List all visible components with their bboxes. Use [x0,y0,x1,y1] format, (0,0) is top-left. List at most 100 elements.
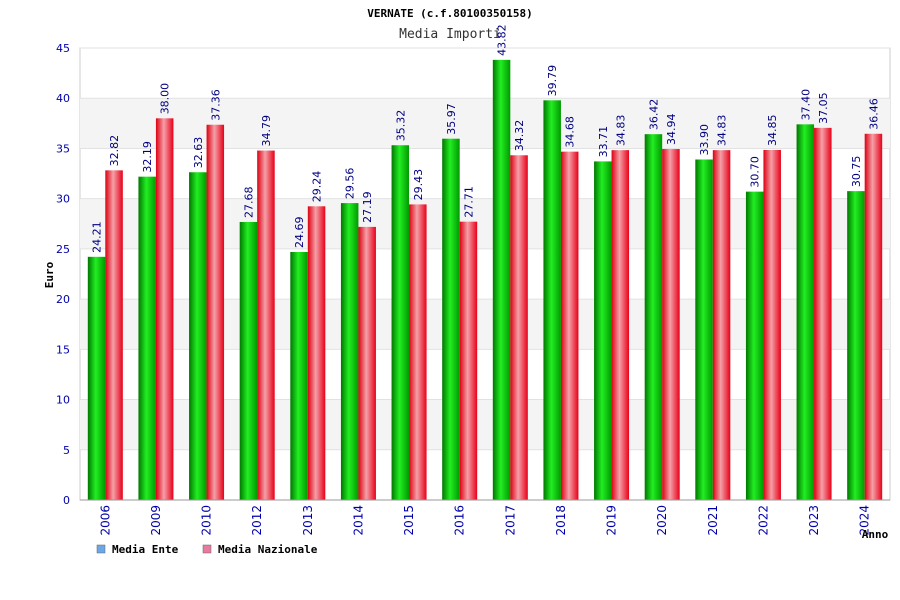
y-axis-label: Euro [43,261,56,288]
bar-value-label: 34.32 [513,120,526,152]
bar-media-ente [442,138,460,500]
bar-media-ente [644,134,663,500]
x-tick-label: 2014 [351,505,365,536]
bar-value-label: 43.82 [496,24,509,56]
bar-value-label: 32.19 [141,141,154,173]
bar-media-ente [138,176,156,501]
bar-value-label: 37.05 [817,92,830,124]
x-tick-label: 2012 [250,505,264,536]
bar-value-label: 29.24 [311,171,324,203]
bar-value-label: 36.46 [867,98,880,130]
bar-value-label: 34.68 [564,116,577,148]
x-tick-label: 2017 [503,505,517,536]
bar-value-label: 32.82 [108,135,121,167]
bar-value-label: 34.94 [665,114,678,146]
x-tick-label: 2010 [200,505,214,536]
bar-value-label: 36.42 [647,99,660,131]
bar-media-nazionale [206,124,225,500]
bar-value-label: 34.83 [716,115,729,147]
bar-media-nazionale [560,151,579,500]
x-tick-label: 2016 [453,505,467,536]
y-tick-label: 5 [63,444,70,457]
bar-media-nazionale [814,127,832,500]
x-tick-label: 2022 [756,505,770,536]
bar-value-label: 27.71 [462,186,475,218]
legend-swatch [96,544,106,554]
y-tick-label: 15 [56,343,70,356]
chart-subtitle: Media Importi [399,27,501,42]
bar-media-ente [745,191,764,500]
bar-value-label: 34.85 [766,114,779,146]
bar-value-label: 29.56 [344,168,357,200]
bar-media-nazionale [763,149,781,500]
x-tick-label: 2021 [706,505,720,536]
x-tick-label: 2015 [402,505,416,536]
y-tick-label: 40 [56,92,70,105]
x-axis: 2006 2009 2010 2012 2013 2014 2015 2016 2017 2018… [80,499,890,536]
bar-media-nazionale [257,150,275,500]
bars-group [87,59,883,501]
bar-media-ente [594,161,612,500]
bar-value-label: 37.36 [209,89,222,121]
x-tick-label: 2024 [858,505,872,536]
x-tick-label: 2023 [807,505,821,536]
bar-media-ente [189,172,207,501]
bar-media-ente [543,100,561,501]
bar-value-label: 39.79 [546,65,559,97]
bar-media-ente [290,252,308,500]
bar-value-labels: 24.21 32.82 32.19 38.00 32.63 37.36 27.68 34.79… [91,24,881,252]
bar-value-label: 27.19 [361,191,374,223]
x-tick-label: 2018 [554,505,568,536]
chart-title: VERNATE (c.f.80100350158) [367,7,533,20]
bar-media-nazionale [662,149,680,500]
bar-media-ente [391,145,410,500]
bar-value-label: 35.97 [445,103,458,135]
legend-label: Media Ente [112,543,179,556]
bar-value-label: 33.90 [698,124,711,156]
bar-value-label: 37.40 [799,89,812,121]
bar-media-nazionale [712,150,731,501]
bar-media-ente [695,159,713,500]
bar-media-nazionale [510,155,528,501]
y-axis: 0 5 10 15 20 25 30 35 40 45 [56,42,70,507]
x-tick-label: 2006 [98,505,112,536]
bar-media-nazionale [409,204,427,500]
bar-media-nazionale [105,170,123,500]
bar-media-ente [796,124,815,501]
bar-value-label: 34.79 [260,115,273,147]
bar-value-label: 33.71 [597,126,610,158]
legend: Media Ente Media Nazionale [96,543,318,556]
bar-media-nazionale [307,206,326,500]
y-tick-label: 45 [56,42,70,55]
bar-value-label: 24.21 [91,221,104,253]
bar-media-nazionale [611,150,630,501]
legend-swatch [202,544,212,554]
bar-value-label: 30.75 [850,156,863,188]
bar-value-label: 27.68 [242,186,255,218]
y-tick-label: 30 [56,193,70,206]
bar-media-ente [239,221,258,500]
x-tick-label: 2009 [149,505,163,536]
bar-value-label: 29.43 [412,169,425,201]
bar-media-ente [340,203,359,500]
bar-media-nazionale [459,221,478,500]
y-tick-label: 0 [63,494,70,507]
bar-media-nazionale [358,226,376,501]
bar-media-ente [87,256,106,500]
bar-value-label: 24.69 [293,217,306,249]
legend-label: Media Nazionale [218,543,318,556]
bar-media-nazionale [864,133,883,501]
bar-value-label: 30.70 [749,156,762,188]
x-tick-label: 2013 [301,505,315,536]
x-tick-label: 2019 [605,505,619,536]
y-tick-label: 25 [56,243,70,256]
y-tick-label: 35 [56,142,70,155]
bar-media-ente [847,191,865,500]
bar-value-label: 38.00 [159,83,172,115]
x-tick-label: 2020 [655,505,669,536]
y-tick-label: 20 [56,293,70,306]
bar-value-label: 35.32 [394,110,407,142]
bar-media-ente [492,59,511,500]
bar-media-nazionale [155,118,174,501]
